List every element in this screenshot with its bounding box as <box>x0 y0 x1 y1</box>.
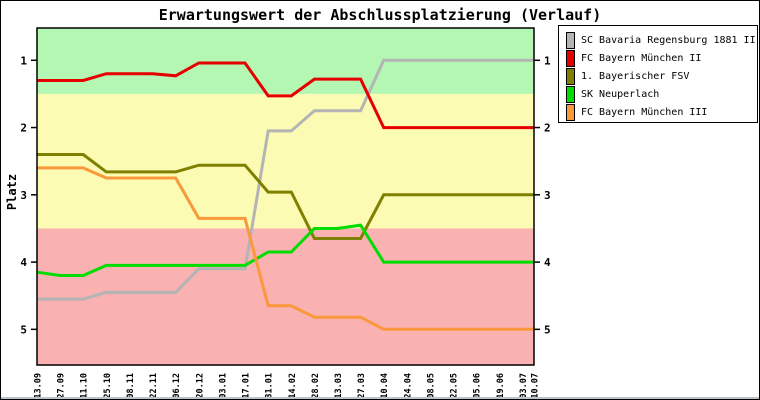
y-tick-label: 4 <box>20 256 27 269</box>
x-tick-label: 22.05 <box>450 373 460 399</box>
legend-marker <box>566 49 575 67</box>
legend-box: SC Bavaria Regensburg 1881 II FC Bayern M… <box>558 25 758 123</box>
y-tick-label: 1 <box>544 54 551 67</box>
legend-item: FC Bayern München II <box>566 49 757 67</box>
legend-item: 1. Bayerischer FSV <box>566 67 757 85</box>
legend-marker <box>566 85 575 103</box>
legend-marker <box>566 31 575 49</box>
x-tick-label: 10.04 <box>380 373 390 399</box>
x-tick-label: 17.01 <box>242 373 252 399</box>
series-line <box>37 166 534 331</box>
plot-border <box>36 27 535 366</box>
x-tick-label: 13.09 <box>34 373 44 399</box>
legend-label: SK Neuperlach <box>581 88 660 100</box>
x-tick-label: 08.05 <box>426 373 436 399</box>
window-bottom-edge <box>1 397 759 399</box>
x-tick-label: 11.10 <box>80 373 90 399</box>
zone-band-bottom-zone <box>37 228 534 365</box>
x-tick-label: 31.01 <box>265 373 275 399</box>
series-line <box>37 58 534 301</box>
x-tick-label: 27.09 <box>57 373 67 399</box>
legend-label: 1. Bayerischer FSV <box>581 70 690 82</box>
legend-label: FC Bayern München III <box>581 106 708 118</box>
x-tick-label: 10.07 <box>531 373 541 399</box>
y-tick-label: 2 <box>20 122 27 135</box>
x-tick-label: 25.10 <box>103 373 113 399</box>
y-tick-label: 3 <box>544 189 551 202</box>
x-tick-label: 03.01 <box>218 373 228 399</box>
x-tick-label: 14.02 <box>288 373 298 399</box>
zone-band-mid-zone <box>37 93 534 229</box>
y-tick-label: 4 <box>544 256 551 269</box>
y-tick-label: 5 <box>20 323 27 336</box>
chart-title: Erwartungswert der Abschlussplatzierung … <box>158 6 602 24</box>
x-tick-label: 06.12 <box>172 373 182 399</box>
x-tick-label: 28.02 <box>311 373 321 399</box>
series-line <box>37 61 534 130</box>
x-tick-label: 13.03 <box>334 373 344 399</box>
legend-label: FC Bayern München II <box>581 52 702 64</box>
legend-item: FC Bayern München III <box>566 103 757 121</box>
legend-item: SK Neuperlach <box>566 85 757 103</box>
x-tick-label: 20.12 <box>195 373 205 399</box>
legend-item: SC Bavaria Regensburg 1881 II <box>566 31 757 49</box>
y-tick-label: 2 <box>544 122 551 135</box>
y-tick-label: 5 <box>544 323 551 336</box>
x-tick-label: 27.03 <box>357 373 367 399</box>
x-tick-label: 08.11 <box>126 373 136 399</box>
x-tick-label: 03.07 <box>519 373 529 399</box>
legend-marker <box>566 103 575 121</box>
legend-label: SC Bavaria Regensburg 1881 II <box>581 34 756 46</box>
y-tick-label: 1 <box>20 54 27 67</box>
legend-marker <box>566 67 575 85</box>
series-line <box>36 223 534 277</box>
x-tick-label: 22.11 <box>149 373 159 399</box>
y-tick-label: 3 <box>20 189 27 202</box>
x-tick-label: 24.04 <box>403 373 413 399</box>
x-tick-label: 19.06 <box>496 373 506 399</box>
x-tick-label: 05.06 <box>473 373 483 399</box>
series-line <box>37 153 534 240</box>
